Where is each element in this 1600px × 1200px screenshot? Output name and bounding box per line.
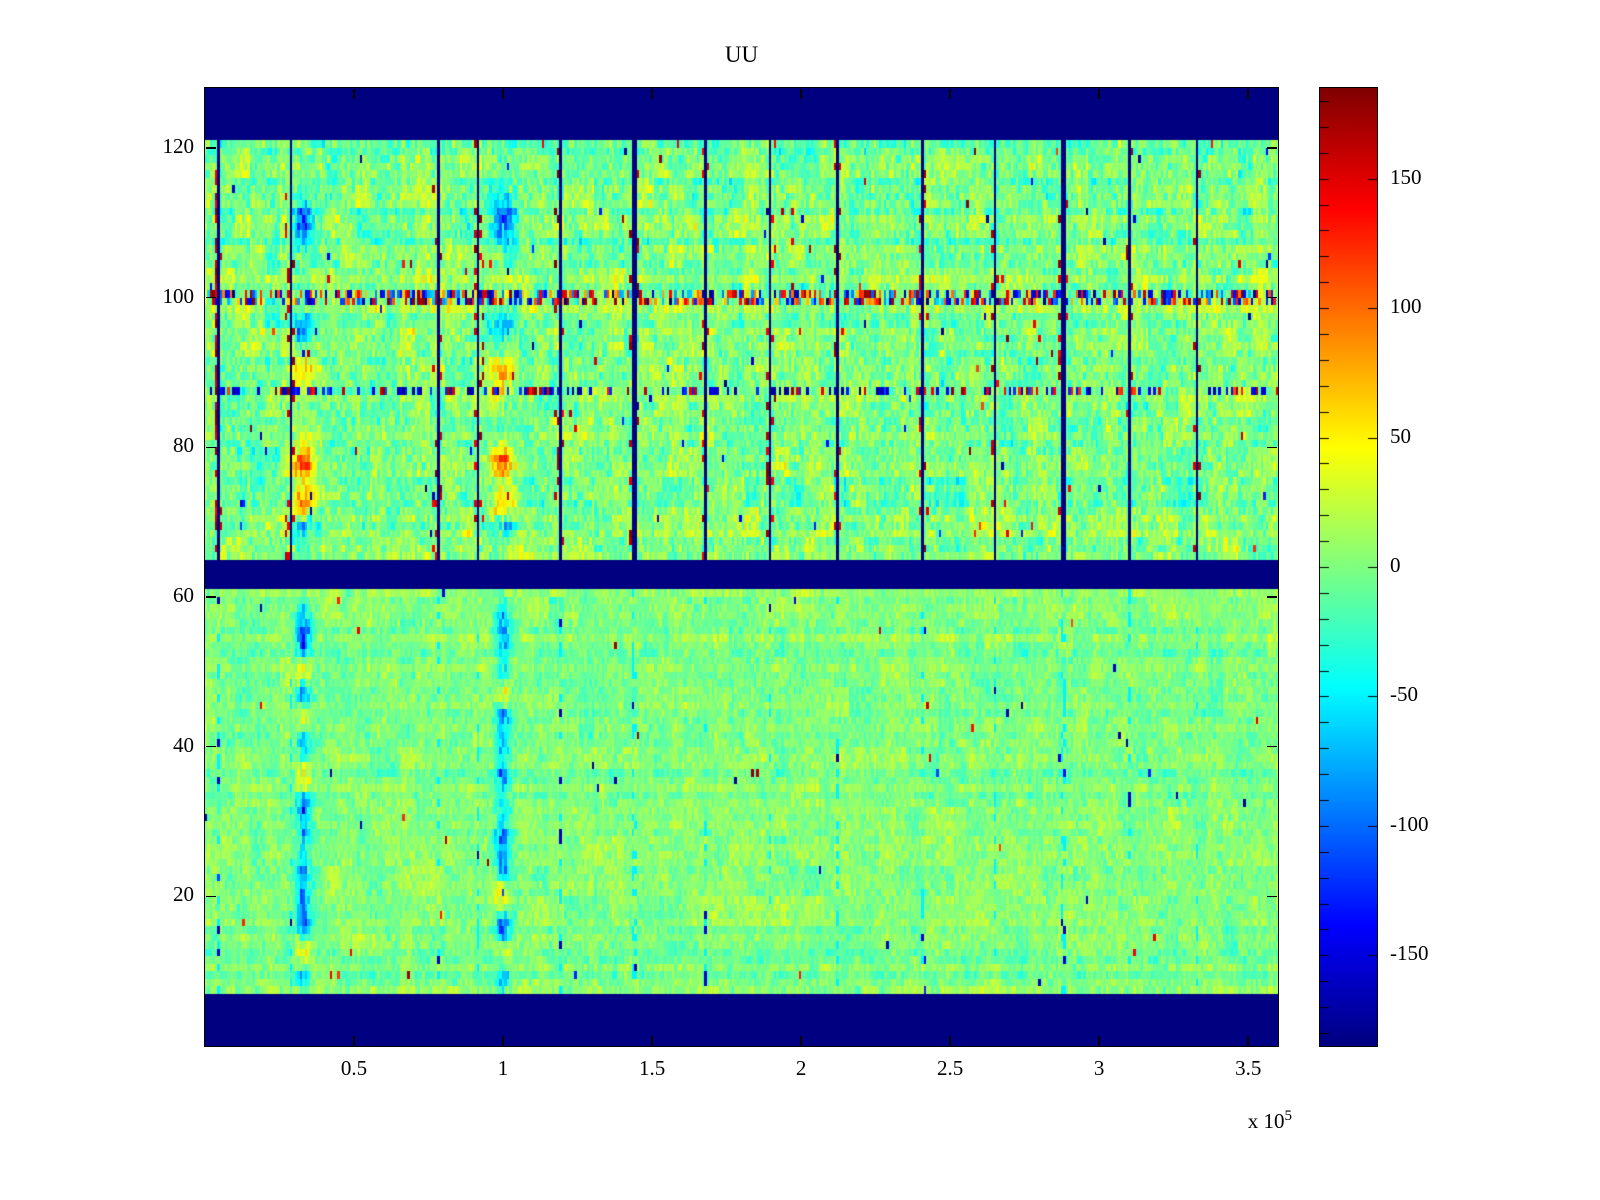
x-tick-mark xyxy=(1098,89,1100,99)
x-tick-mark xyxy=(651,89,653,99)
y-tick-label: 80 xyxy=(173,433,194,458)
y-tick-mark xyxy=(1267,296,1277,299)
heatmap-image xyxy=(205,88,1278,1046)
y-tick-label: 40 xyxy=(173,732,194,757)
x-tick-mark xyxy=(502,1036,504,1046)
y-tick-mark xyxy=(1267,446,1277,448)
colorbar-tick-label: 150 xyxy=(1390,164,1422,189)
colorbar-tick-label: 100 xyxy=(1390,294,1422,319)
colorbar-tick-label: 50 xyxy=(1390,423,1411,448)
x-tick-label: 3 xyxy=(1093,1056,1105,1080)
colorbar xyxy=(1319,87,1378,1047)
colorbar-tick-label: 0 xyxy=(1390,553,1401,577)
y-tick-label: 20 xyxy=(173,882,194,907)
x-tick-mark xyxy=(651,1036,653,1046)
y-tick-mark xyxy=(206,596,216,598)
x-tick-mark xyxy=(949,1036,951,1046)
y-tick-mark xyxy=(206,895,216,898)
colorbar-tick-label: -50 xyxy=(1390,682,1418,707)
colorbar-tick-label: -100 xyxy=(1390,811,1429,836)
x-tick-label: 2 xyxy=(795,1056,807,1080)
y-tick-mark xyxy=(206,147,216,149)
x-tick-label: 1.5 xyxy=(638,1056,666,1080)
x-axis-multiplier: x 105 xyxy=(1140,1108,1292,1134)
y-tick-mark xyxy=(206,745,216,748)
y-tick-mark xyxy=(1267,895,1277,898)
x-tick-label: 3.5 xyxy=(1235,1056,1262,1080)
colorbar-tick-label: -150 xyxy=(1390,941,1429,966)
x-tick-mark xyxy=(353,89,355,99)
x-tick-mark xyxy=(1098,1036,1100,1046)
x-tick-mark xyxy=(800,1036,802,1046)
x-tick-label: 1 xyxy=(497,1056,509,1080)
y-tick-label: 100 xyxy=(162,283,195,308)
y-tick-mark xyxy=(206,296,216,299)
x-tick-mark xyxy=(800,89,802,99)
y-tick-mark xyxy=(206,446,216,448)
x-tick-mark xyxy=(949,89,951,99)
x-tick-label: 2.5 xyxy=(937,1056,964,1080)
chart-title: UU xyxy=(724,42,759,67)
x-axis-multiplier-exponent: 5 xyxy=(1284,1108,1293,1124)
y-tick-mark xyxy=(1267,147,1277,149)
y-tick-label: 120 xyxy=(162,133,195,158)
y-tick-mark xyxy=(1267,745,1277,748)
x-tick-mark xyxy=(353,1036,355,1046)
x-tick-mark xyxy=(1247,89,1249,99)
x-tick-mark xyxy=(1247,1036,1249,1046)
x-tick-mark xyxy=(502,89,504,99)
y-tick-mark xyxy=(1267,596,1277,598)
x-axis-multiplier-base: x 10 xyxy=(1247,1109,1285,1133)
x-tick-label: 0.5 xyxy=(340,1056,368,1080)
y-tick-label: 60 xyxy=(173,582,194,607)
